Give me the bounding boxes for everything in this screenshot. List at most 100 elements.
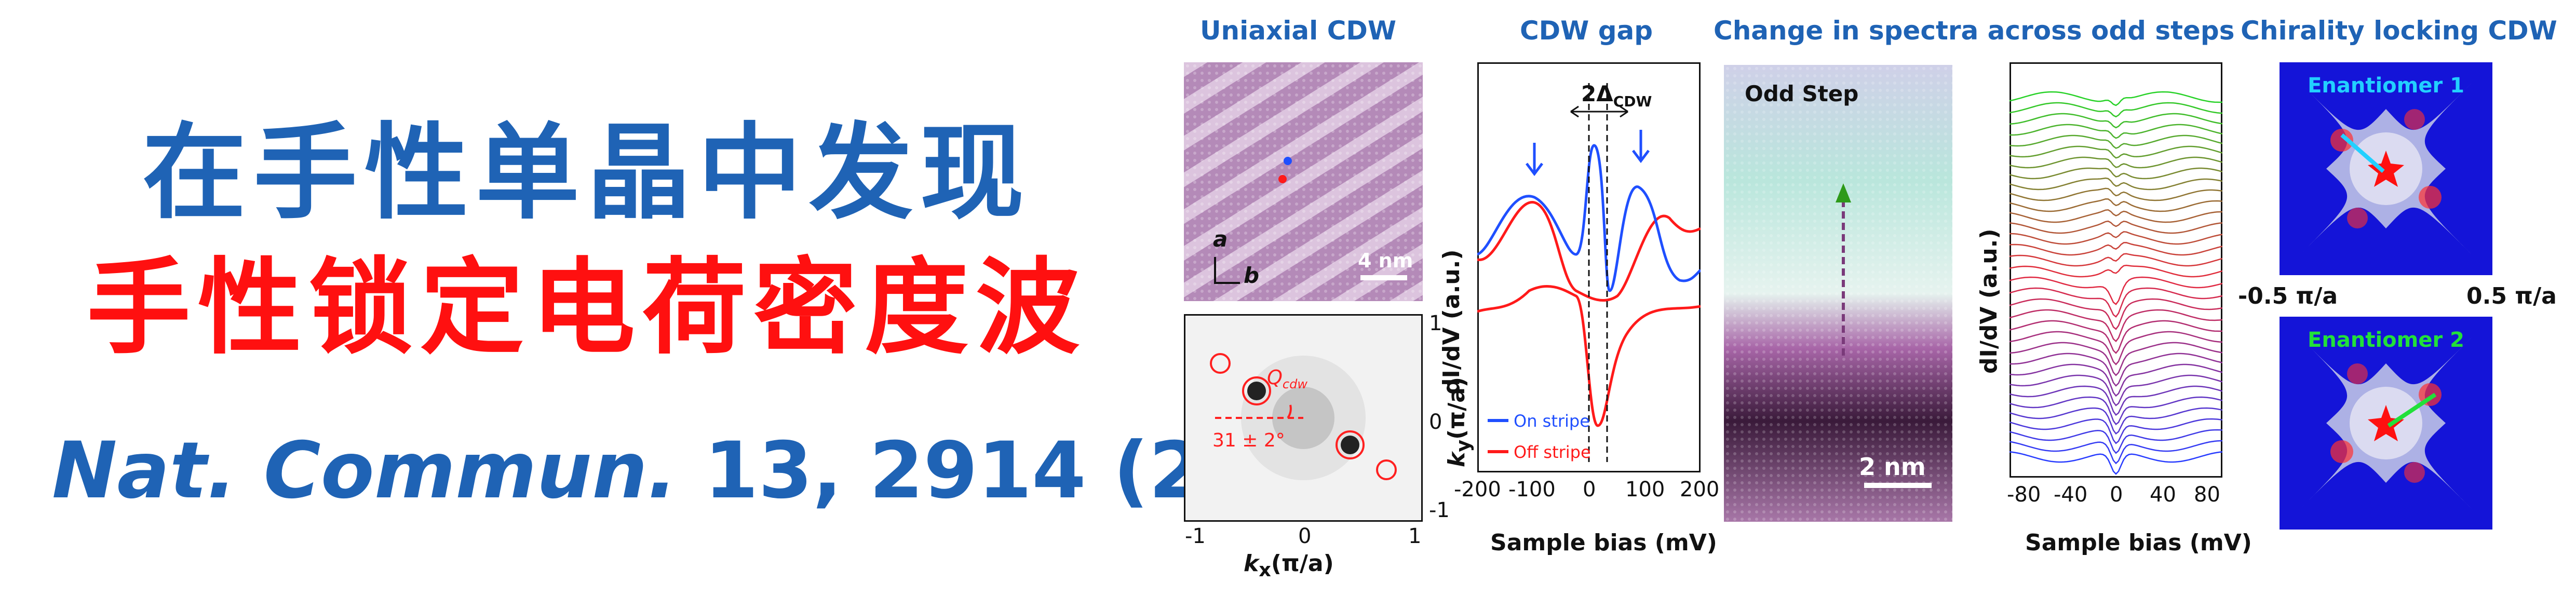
spectrum-curve: [2009, 418, 2223, 444]
spectra-x-tick: -40: [2054, 483, 2088, 507]
spectra-ylabel: dI/dV (a.u.): [1976, 228, 2002, 374]
enantiomer2-image: Enantiomer 2: [2280, 317, 2492, 530]
spectrum-curve: [2009, 134, 2223, 149]
spectrum-curve: [2009, 124, 2223, 139]
spectrum-curve: [2009, 198, 2223, 212]
legend-off-stripe: Off stripe: [1514, 442, 1591, 462]
k-right-label: 0.5 π/a: [2466, 283, 2557, 309]
gap-xlabel: Sample bias (mV): [1490, 530, 1717, 556]
chirality-vector-icon: [2340, 133, 2385, 173]
odd-step-title: Change in spectra across odd steps: [1714, 16, 2235, 46]
gap-x-tick: 100: [1625, 478, 1665, 501]
spectrum-curve: [2009, 440, 2223, 465]
spectrum-curve: [2009, 320, 2223, 354]
spectrum-curve: [2009, 374, 2223, 406]
off-stripe-marker: [1278, 175, 1287, 183]
spectrum-curve: [2009, 342, 2223, 376]
fft-y-tick: -1: [1429, 498, 1450, 522]
axis-a-label: a: [1213, 226, 1228, 252]
enantiomer2-label: Enantiomer 2: [2308, 328, 2464, 352]
spectrum-curve: [2009, 407, 2223, 435]
step-arrow-head-icon: [1836, 183, 1851, 202]
spectrum-curve: [2009, 242, 2223, 256]
spectra-waterfall-plot: [2009, 62, 2223, 478]
spectrum-curve: [2009, 253, 2223, 267]
spectrum-curve: [2009, 385, 2223, 416]
angle-label: 31 ± 2°: [1212, 430, 1285, 451]
spectrum-curve: [2009, 396, 2223, 426]
spectra-xlabel: Sample bias (mV): [2025, 530, 2252, 556]
spectra-x-tick: 40: [2150, 483, 2176, 507]
spectrum-curve: [2009, 264, 2223, 278]
gap-ylabel: dI/dV (a.u.): [1438, 249, 1465, 395]
q-cdw-label: Qcdw: [1267, 366, 1307, 391]
chirality-title: Chirality locking CDW: [2241, 16, 2557, 46]
spectrum-curve: [2009, 102, 2223, 118]
spectrum-curve: [2009, 363, 2223, 397]
spectra-x-tick: 80: [2194, 483, 2220, 507]
gap-x-tick: 0: [1583, 478, 1596, 501]
spectrum-curve: [2009, 113, 2223, 129]
scale-bar-label: 4 nm: [1358, 249, 1413, 272]
gap-plot: 2ΔCDW On stripe Off stripe: [1476, 62, 1702, 472]
odd-step-image: Odd Step 2 nm: [1724, 65, 1952, 522]
fft-y-tick: 1: [1429, 311, 1442, 335]
spectra-x-tick: 0: [2110, 483, 2123, 507]
peak-arrow-left-icon: [1526, 143, 1543, 177]
odd-step-scale-label: 2 nm: [1859, 453, 1926, 481]
legend-on-stripe: On stripe: [1514, 411, 1590, 431]
spectrum-curve: [2009, 276, 2223, 305]
peak-arrow-right-icon: [1632, 130, 1650, 164]
k-left-label: -0.5 π/a: [2238, 283, 2338, 309]
spectrum-curve: [2009, 298, 2223, 330]
off-stripe-curve: [1477, 201, 1702, 302]
fft-x-label: kx(π/a): [1244, 550, 1334, 581]
uniaxial-title: Uniaxial CDW: [1199, 16, 1397, 46]
spectrum-curve: [2009, 91, 2223, 106]
fft-frame: [1184, 314, 1423, 522]
spectrum-curve: [2009, 167, 2223, 180]
spectrum-curve: [2009, 429, 2223, 454]
fft-x-tick: 1: [1408, 524, 1422, 548]
spectra-x-tick: -80: [2007, 483, 2041, 507]
gap-x-tick: 200: [1680, 478, 1720, 501]
spectrum-curve: [2009, 331, 2223, 365]
star-icon: [2368, 151, 2404, 187]
spectrum-curve: [2009, 287, 2223, 318]
spectrum-curve: [2009, 156, 2223, 169]
odd-step-label: Odd Step: [1745, 81, 1858, 106]
fft-x-tick: -1: [1185, 524, 1206, 548]
spectrum-curve: [2009, 231, 2223, 245]
journal-name: Nat. Commun.: [52, 426, 677, 516]
off-stripe-curve-lower: [1477, 285, 1701, 427]
spectrum-curve: [2009, 309, 2223, 343]
headline-line2: 手性锁定电荷密度波: [86, 248, 1087, 369]
gap-title: CDW gap: [1519, 16, 1653, 46]
star-icon: [2368, 405, 2404, 441]
on-stripe-curve: [1476, 144, 1702, 292]
gap-x-tick: -200: [1454, 478, 1501, 501]
fft-y-tick: 0: [1429, 410, 1442, 434]
fft-x-tick: 0: [1298, 524, 1312, 548]
on-stripe-marker: [1284, 157, 1292, 165]
spectrum-curve: [2009, 145, 2223, 159]
spectrum-curve: [2009, 177, 2223, 191]
spectrum-curve: [2009, 209, 2223, 223]
chirality-vector-icon: [2387, 392, 2437, 428]
scale-bar: [1360, 275, 1407, 280]
gap-width-arrow-icon: [1570, 105, 1628, 118]
headline-line1: 在手性单晶中发现: [142, 113, 1031, 234]
spectrum-curve: [2009, 353, 2223, 387]
lattice-axes-icon: [1214, 257, 1240, 284]
enantiomer1-label: Enantiomer 1: [2308, 74, 2464, 98]
gap-label: 2ΔCDW: [1581, 81, 1652, 110]
odd-step-scale-bar: [1864, 483, 1932, 488]
enantiomer1-image: Enantiomer 1: [2280, 62, 2492, 275]
stm-topography-image: a b 4 nm: [1184, 62, 1423, 301]
spectrum-curve: [2009, 451, 2223, 475]
axis-b-label: b: [1244, 263, 1259, 288]
spectrum-curve: [2009, 187, 2223, 201]
spectrum-curve: [2009, 220, 2223, 234]
fft-image: Qcdw 31 ± 2°: [1184, 314, 1423, 522]
gap-x-tick: -100: [1508, 478, 1556, 501]
